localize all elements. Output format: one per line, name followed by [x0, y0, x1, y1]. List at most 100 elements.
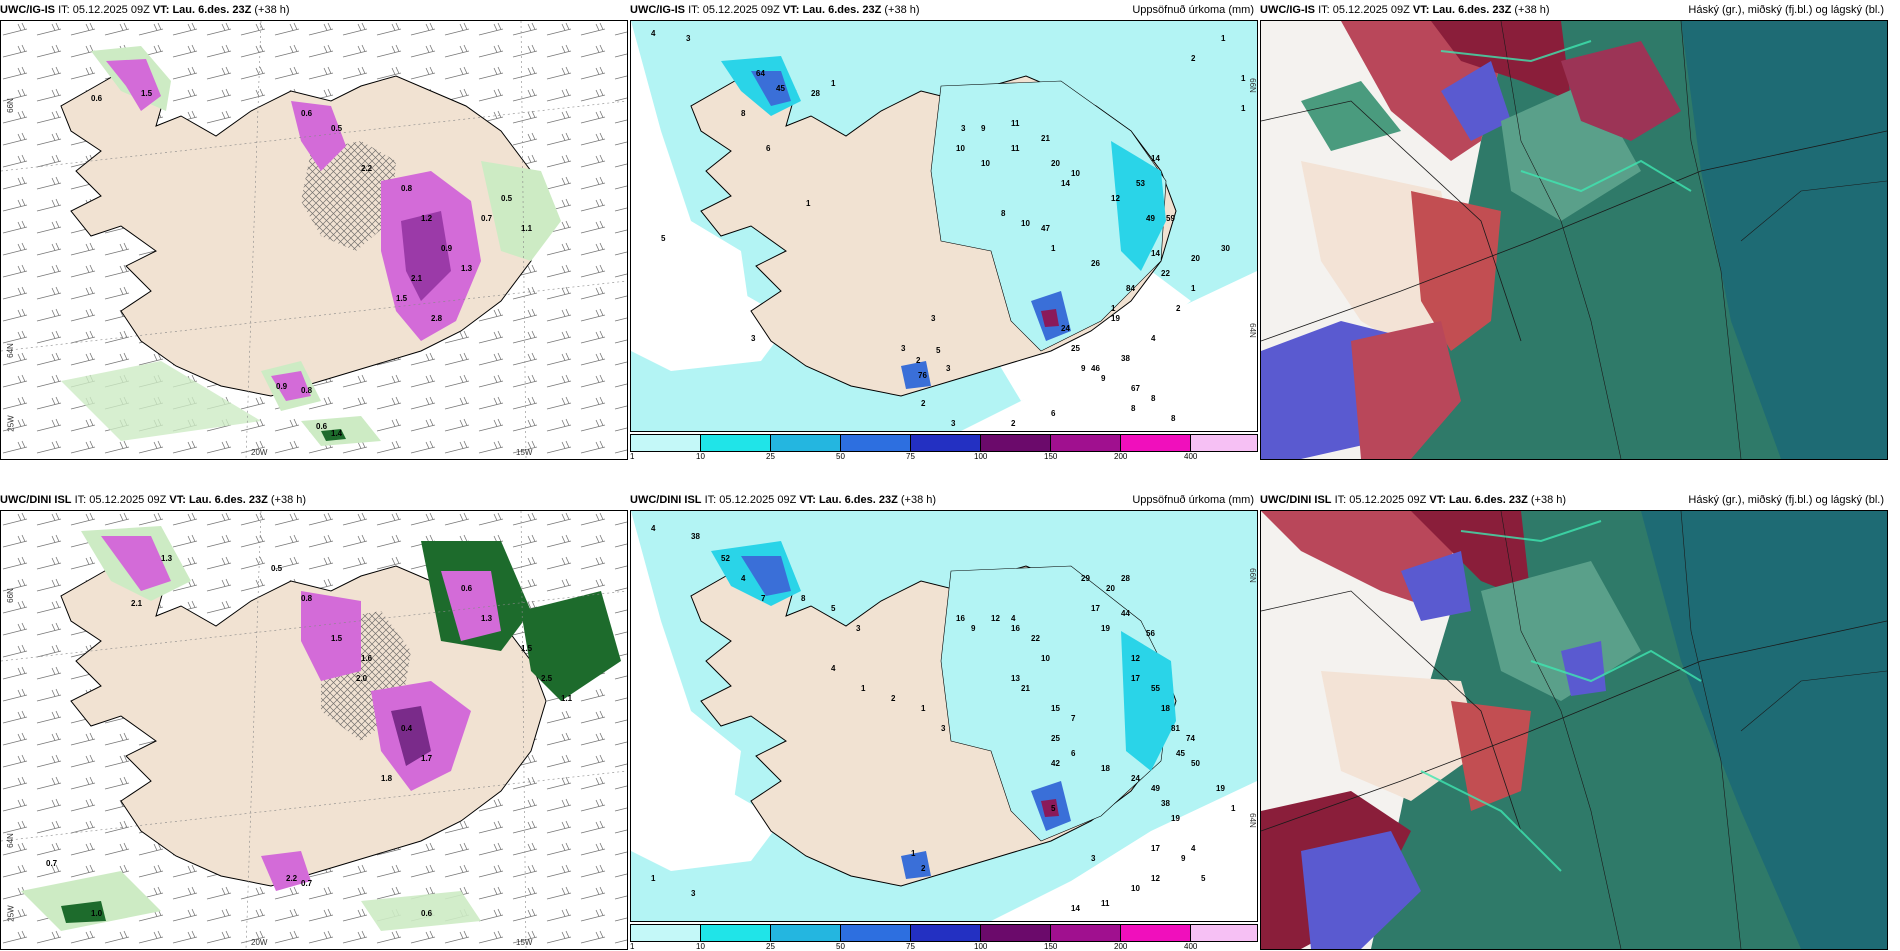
wind-value-label: 2.0: [356, 674, 368, 683]
legend-swatch-2: [700, 434, 772, 452]
precip-value-label: 17: [1091, 604, 1100, 613]
lat-label-66n: 66N: [5, 588, 15, 603]
lat-label-66n: 66N: [1247, 568, 1257, 583]
precip-value-label: 1: [1241, 74, 1246, 83]
precip-value-label: 10: [1131, 884, 1140, 893]
precip-value-label: 4: [831, 664, 836, 673]
legend-tick: 50: [836, 942, 845, 951]
it-label: IT:: [1318, 4, 1330, 16]
precip-value-label: 2: [1191, 54, 1196, 63]
lon-label-25w: 25W: [6, 415, 16, 432]
wind-value-label: 1.1: [561, 694, 573, 703]
precip-value-label: 22: [1031, 634, 1040, 643]
wind-value-label: 0.7: [46, 859, 58, 868]
precip-value-label: 3: [941, 724, 946, 733]
precip-value-label: 3: [951, 419, 956, 428]
legend-swatch-1: [630, 924, 702, 942]
it-value: 05.12.2025 09Z: [89, 494, 167, 506]
legend-tick: 50: [836, 452, 845, 461]
legend-tick: 100: [974, 942, 988, 951]
precip-value-label: 11: [1011, 119, 1020, 128]
model-name: UWC/IG-IS: [630, 4, 685, 16]
precip-value-label: 16: [1011, 624, 1020, 633]
legend-tick: 75: [906, 942, 915, 951]
precip-value-label: 1: [1241, 104, 1246, 113]
precip-value-label: 1: [911, 849, 916, 858]
legend-swatch-3: [770, 924, 842, 942]
wind-value-label: 1.5: [141, 89, 153, 98]
precip-value-label: 10: [1021, 219, 1030, 228]
wind-value-label: 0.4: [401, 724, 413, 733]
precip-value-label: 1: [921, 704, 926, 713]
precip-value-label: 21: [1041, 134, 1050, 143]
precip-value-label: 5: [1201, 874, 1206, 883]
wind-value-label: 2.2: [286, 874, 298, 883]
wind-map: 0.6 1.5 0.6 0.5 2.2 0.8 1.2 0.9 1.3 0.7 0.5 1.1 2.1 2…: [0, 20, 628, 460]
precip-value-label: 1: [1231, 804, 1236, 813]
precip-value-label: 19: [1171, 814, 1180, 823]
wind-value-label: 0.6: [421, 909, 433, 918]
legend-tick: 25: [766, 942, 775, 951]
legend-tick: 150: [1044, 942, 1058, 951]
legend-swatch-3: [770, 434, 842, 452]
wind-value-label: 1.5: [396, 294, 408, 303]
legend-swatch-7: [1050, 434, 1122, 452]
precip-value-label: 74: [1186, 734, 1195, 743]
wind-value-label: 1.4: [331, 429, 343, 438]
precip-value-label: 9: [1081, 364, 1086, 373]
cloud-map: [1260, 510, 1888, 950]
precip-value-label: 56: [1146, 629, 1155, 638]
precip-value-label: 26: [1091, 259, 1100, 268]
wind-value-label: 0.6: [461, 584, 473, 593]
wind-value-label: 1.6: [361, 654, 373, 663]
precip-value-label: 21: [1021, 684, 1030, 693]
precip-value-label: 1: [806, 199, 811, 208]
lon-label-25w: 25W: [6, 905, 16, 922]
lead-time: (+38 h): [884, 4, 920, 16]
wind-value-label: 1.0: [91, 909, 103, 918]
precip-value-label: 17: [1131, 674, 1140, 683]
precip-value-label: 47: [1041, 224, 1050, 233]
precip-value-label: 18: [1161, 704, 1170, 713]
precip-value-label: 4: [1011, 614, 1016, 623]
precip-value-label: 2: [1176, 304, 1181, 313]
precip-value-label: 30: [1221, 244, 1230, 253]
model-name: UWC/DINI ISL: [630, 494, 702, 506]
precip-value-label: 3: [691, 889, 696, 898]
lat-label-64n: 64N: [1247, 813, 1257, 828]
precip-value-label: 3: [901, 344, 906, 353]
lead-time: (+38 h): [270, 494, 307, 506]
precip-value-label: 76: [918, 371, 927, 380]
precip-legend: 1 10 25 50 75 100 150 200 400: [630, 924, 1258, 951]
wind-value-label: 1.3: [461, 264, 473, 273]
precip-value-label: 11: [1011, 144, 1020, 153]
legend-swatch-4: [840, 434, 912, 452]
legend-tick: 75: [906, 452, 915, 461]
precip-value-label: 1: [831, 79, 836, 88]
panel-header: UWC/IG-IS IT: 05.12.2025 09Z VT: Lau. 6.…: [0, 0, 628, 20]
legend-tick: 400: [1184, 942, 1198, 951]
precip-value-label: 38: [691, 532, 700, 541]
precip-value-label: 4: [1151, 334, 1156, 343]
legend-tick: 150: [1044, 452, 1058, 461]
legend-tick: 400: [1184, 452, 1198, 461]
precip-value-label: 16: [956, 614, 965, 623]
precip-value-label: 49: [1146, 214, 1155, 223]
legend-swatch-8: [1120, 434, 1192, 452]
precip-map: 4 3 1 5 3 3 1 1 2 1 64 45 28 8 6 1 3 9 11 10 10 11 21 20 10 14 8 10…: [630, 20, 1258, 432]
precip-value-label: 7: [761, 594, 766, 603]
precip-value-label: 44: [1121, 609, 1130, 618]
legend-swatch-1: [630, 434, 702, 452]
vt-value: Lau. 6.des. 23Z: [802, 4, 882, 16]
precip-value-label: 64: [756, 69, 765, 78]
it-label: IT:: [704, 494, 717, 506]
wind-value-label: 1.5: [521, 644, 533, 653]
vt-value: Lau. 6.des. 23Z: [818, 494, 898, 506]
precip-value-label: 8: [801, 594, 806, 603]
precip-value-label: 8: [1131, 404, 1136, 413]
precip-value-label: 22: [1161, 269, 1170, 278]
wind-value-label: 0.6: [301, 109, 313, 118]
it-value: 05.12.2025 09Z: [719, 494, 797, 506]
bottom-precip-panel: UWC/DINI ISL IT: 05.12.2025 09Z VT: Lau.…: [630, 490, 1258, 951]
precip-value-label: 3: [946, 364, 951, 373]
